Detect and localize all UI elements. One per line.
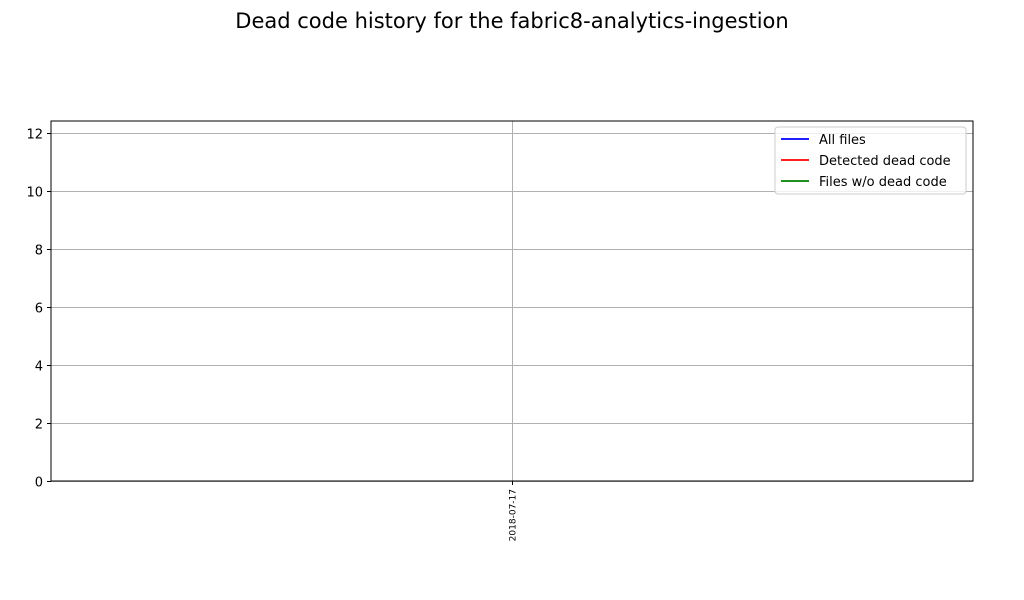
- legend-label: Files w/o dead code: [819, 175, 947, 190]
- y-tick-label: 12: [26, 128, 43, 143]
- y-tick-label: 0: [35, 476, 43, 491]
- legend: All files Detected dead code Files w/o dea…: [774, 126, 967, 195]
- legend-entries: All files Detected dead code Files w/o dea…: [781, 133, 951, 190]
- legend-frame: [774, 126, 967, 195]
- legend-label: Detected dead code: [819, 154, 951, 169]
- legend-label: All files: [819, 133, 866, 148]
- y-tick-label: 10: [26, 186, 43, 201]
- y-tick-label: 2: [35, 418, 43, 433]
- x-axis: 2018-07-17: [509, 481, 519, 541]
- y-axis: 0 2 4 6 8 10 12: [26, 128, 51, 491]
- chart-title: Dead code history for the fabric8-analyt…: [235, 9, 788, 33]
- y-tick-label: 8: [35, 244, 43, 259]
- y-tick-label: 6: [35, 302, 43, 317]
- grid-layer: [51, 121, 973, 482]
- y-tick-label: 4: [35, 360, 43, 375]
- x-tick-label: 2018-07-17: [509, 489, 519, 541]
